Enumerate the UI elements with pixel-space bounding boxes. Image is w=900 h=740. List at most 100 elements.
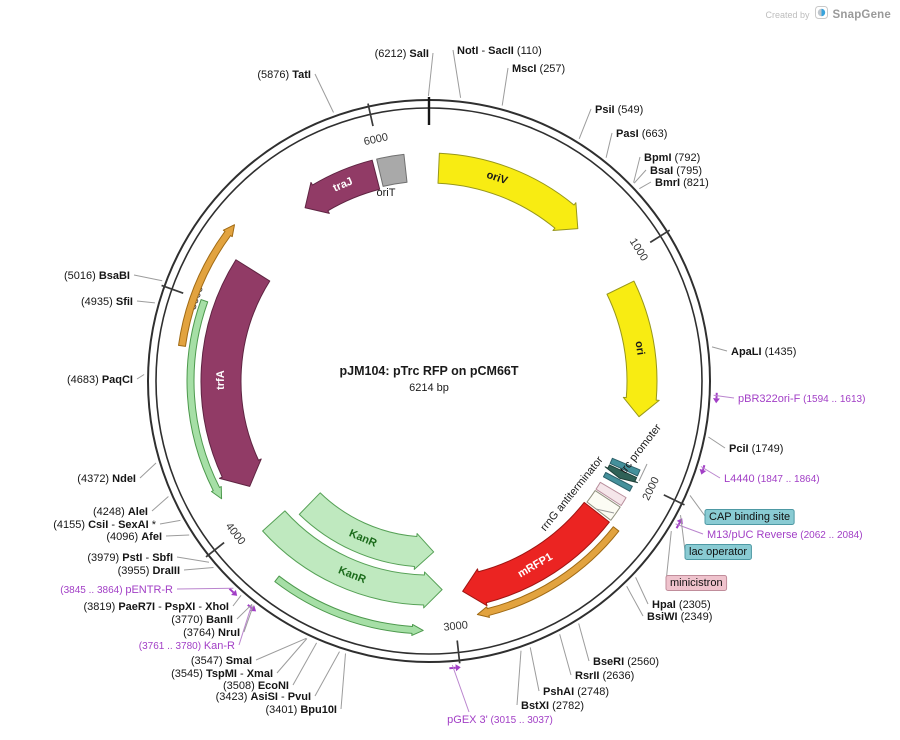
feature-orf-arc-left-green[interactable] [186,299,223,500]
site-pshai[interactable]: PshAI (2748) [529,647,609,698]
site-label[interactable]: MscI (257) [512,63,565,75]
site-rsrii[interactable]: RsrII (2636) [559,634,635,682]
site-label[interactable]: pBR322ori-F (1594 .. 1613) [738,393,865,405]
site-sfii[interactable]: (4935) SfiI [81,296,155,308]
site-smai[interactable]: (3547) SmaI [191,637,307,667]
site-tspmi-xmai[interactable]: (3545) TspMI - XmaI [171,638,308,681]
site-econi[interactable]: (3508) EcoNI [223,642,318,692]
feature-traj[interactable] [304,159,381,214]
site-label[interactable]: (3545) TspMI - XmaI [171,668,273,680]
site-label[interactable]: (3547) SmaI [191,655,252,667]
site-msci[interactable]: MscI (257) [501,63,565,106]
site-label[interactable]: M13/pUC Reverse (2062 .. 2084) [707,529,863,541]
site-bstxi[interactable]: BstXI (2782) [516,650,584,712]
site-label[interactable]: HpaI (2305) [652,599,711,611]
site-label[interactable]: BseRI (2560) [593,656,659,668]
site-label[interactable]: PasI (663) [616,128,667,140]
site-label[interactable]: (3761 .. 3780) Kan-R [139,640,235,652]
site-bseri[interactable]: BseRI (2560) [578,623,659,669]
site-label[interactable]: (3819) PaeR7I - PspXI - XhoI [83,601,229,613]
site-bsai[interactable]: BsaI (795) [633,165,702,184]
site-label[interactable]: ApaLI (1435) [731,346,796,358]
feature-trfa[interactable] [200,259,271,487]
site-apali[interactable]: ApaLI (1435) [711,346,796,358]
site-draiii[interactable]: (3955) DraIII [118,565,214,577]
site-label[interactable]: (5016) BsaBI [64,270,130,282]
primer-mark-pentr-r[interactable] [228,587,235,594]
site-label[interactable]: (6212) SalI [375,48,429,60]
primer-mark-l4440[interactable] [701,464,706,471]
site-bpu10i[interactable]: (3401) Bpu10I [265,653,346,717]
site-label[interactable]: (4155) CsiI - SexAI * [53,519,156,531]
site-label[interactable]: BsiWI (2349) [647,611,712,623]
site-label[interactable]: BmrI (821) [655,177,709,189]
feature-cap-binding-site[interactable] [609,457,641,477]
site-label[interactable]: lac operator [689,546,747,558]
site-paqci[interactable]: (4683) PaqCI [67,374,145,386]
site-label[interactable]: PsiI (549) [595,104,643,116]
site-label[interactable]: minicistron [670,577,723,589]
feature-trc-promoter[interactable] [604,464,639,484]
site-tati[interactable]: (5876) TatI [257,69,334,113]
site-nrui[interactable]: (3764) NruI [183,605,254,639]
site-bsabi[interactable]: (5016) BsaBI [64,270,163,282]
site-label[interactable]: RsrII (2636) [575,670,634,682]
site-label[interactable]: (5876) TatI [257,69,311,81]
site-label[interactable]: pGEX 3' (3015 .. 3037) [447,714,553,726]
site-label[interactable]: BpmI (792) [644,152,700,164]
site-pgex-3[interactable]: pGEX 3' (3015 .. 3037) [447,664,553,726]
site-pasi[interactable]: PasI (663) [605,128,667,158]
site-label[interactable]: (3845 .. 3864) pENTR-R [60,584,173,596]
site-label[interactable]: (3955) DraIII [118,565,180,577]
site-label[interactable]: BstXI (2782) [521,700,584,712]
site-label[interactable]: (4248) AleI [93,506,148,518]
site-label[interactable]: BsaI (795) [650,165,702,177]
site-label[interactable]: (3979) PstI - SbfI [87,552,173,564]
site-kan-r[interactable]: (3761 .. 3780) Kan-R [139,604,253,652]
feature-orf-arc-bottom-green[interactable] [274,575,424,636]
site-label[interactable]: NotI - SacII (110) [457,45,542,57]
site-pbr322ori-f[interactable]: pBR322ori-F (1594 .. 1613) [713,393,866,405]
site-pcii[interactable]: PciI (1749) [708,436,783,455]
feature-kanr-2[interactable] [262,510,443,609]
site-banii[interactable]: (3770) BanII [171,603,253,626]
site-paer7i-pspxi-xhoi[interactable]: (3819) PaeR7I - PspXI - XhoI [83,594,242,613]
site-bsiwi[interactable]: BsiWI (2349) [626,586,713,623]
site-label[interactable]: CAP binding site [709,511,790,523]
feature-orf-arc-left-orange[interactable] [178,224,236,347]
site-lac-operator[interactable]: lac operator [680,515,752,560]
site-label[interactable]: (4096) AfeI [106,531,162,543]
site-bpmi[interactable]: BpmI (792) [633,152,701,183]
primer-mark-m13-puc-reverse[interactable] [675,522,681,529]
feature-orit[interactable] [376,153,408,187]
site-noti-sacii[interactable]: NotI - SacII (110) [452,45,542,98]
feature-mrfp1[interactable] [462,501,610,607]
site-hpai[interactable]: HpaI (2305) [635,577,711,611]
site-label[interactable]: PciI (1749) [729,443,783,455]
site-label[interactable]: (3401) Bpu10I [265,704,337,716]
site-label[interactable]: L4440 (1847 .. 1864) [724,473,820,485]
site-alei[interactable]: (4248) AleI [93,496,169,519]
site-pentr-r[interactable]: (3845 .. 3864) pENTR-R [60,584,234,596]
site-asisi-pvui[interactable]: (3423) AsiSI - PvuI [216,651,340,703]
trc-promoter-label[interactable]: trc promoter [618,422,664,476]
site-l4440[interactable]: L4440 (1847 .. 1864) [700,466,820,486]
site-m13-puc-reverse[interactable]: M13/pUC Reverse (2062 .. 2084) [675,523,863,541]
site-sali[interactable]: (6212) SalI [375,48,434,97]
site-label[interactable]: PshAI (2748) [543,686,609,698]
site-cap-binding-site[interactable]: CAP binding site [689,495,795,525]
site-bmri[interactable]: BmrI (821) [639,177,709,190]
site-minicistron[interactable]: minicistron [665,531,728,591]
site-label[interactable]: (4683) PaqCI [67,374,133,386]
site-csii-sexai[interactable]: (4155) CsiI - SexAI * [53,519,181,531]
site-label[interactable]: (3764) NruI [183,627,240,639]
site-label[interactable]: (3508) EcoNI [223,680,289,692]
site-psti-sbfi[interactable]: (3979) PstI - SbfI [87,552,210,564]
primer-mark-pgex-3[interactable] [449,666,456,670]
feature-kanr-1[interactable] [298,492,435,570]
feature-lac-operator[interactable] [602,472,633,492]
site-label[interactable]: (4372) NdeI [77,473,136,485]
site-ndei[interactable]: (4372) NdeI [77,462,157,485]
site-label[interactable]: (3770) BanII [171,614,233,626]
site-label[interactable]: (4935) SfiI [81,296,133,308]
